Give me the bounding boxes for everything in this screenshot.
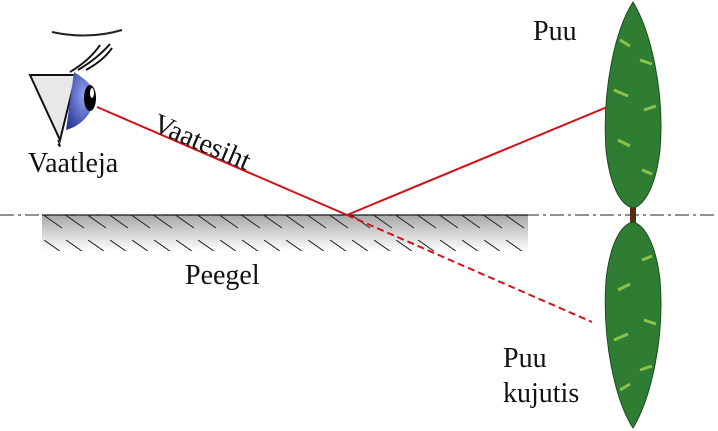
virtual-ray-dashed xyxy=(346,214,593,323)
tree-reflection-icon xyxy=(604,215,662,429)
eye-icon xyxy=(28,29,123,147)
mirror xyxy=(42,214,528,251)
line-of-sight-ray xyxy=(96,106,348,216)
mirror-label: Peegel xyxy=(185,260,260,291)
tree-image-label-line1: Puu xyxy=(503,343,547,374)
tree-label: Puu xyxy=(533,16,577,47)
observer-label: Vaatleja xyxy=(28,148,119,179)
tree-icon xyxy=(604,1,662,215)
tree-image-label-line2: kujutis xyxy=(503,378,580,409)
reflected-ray xyxy=(346,99,625,216)
